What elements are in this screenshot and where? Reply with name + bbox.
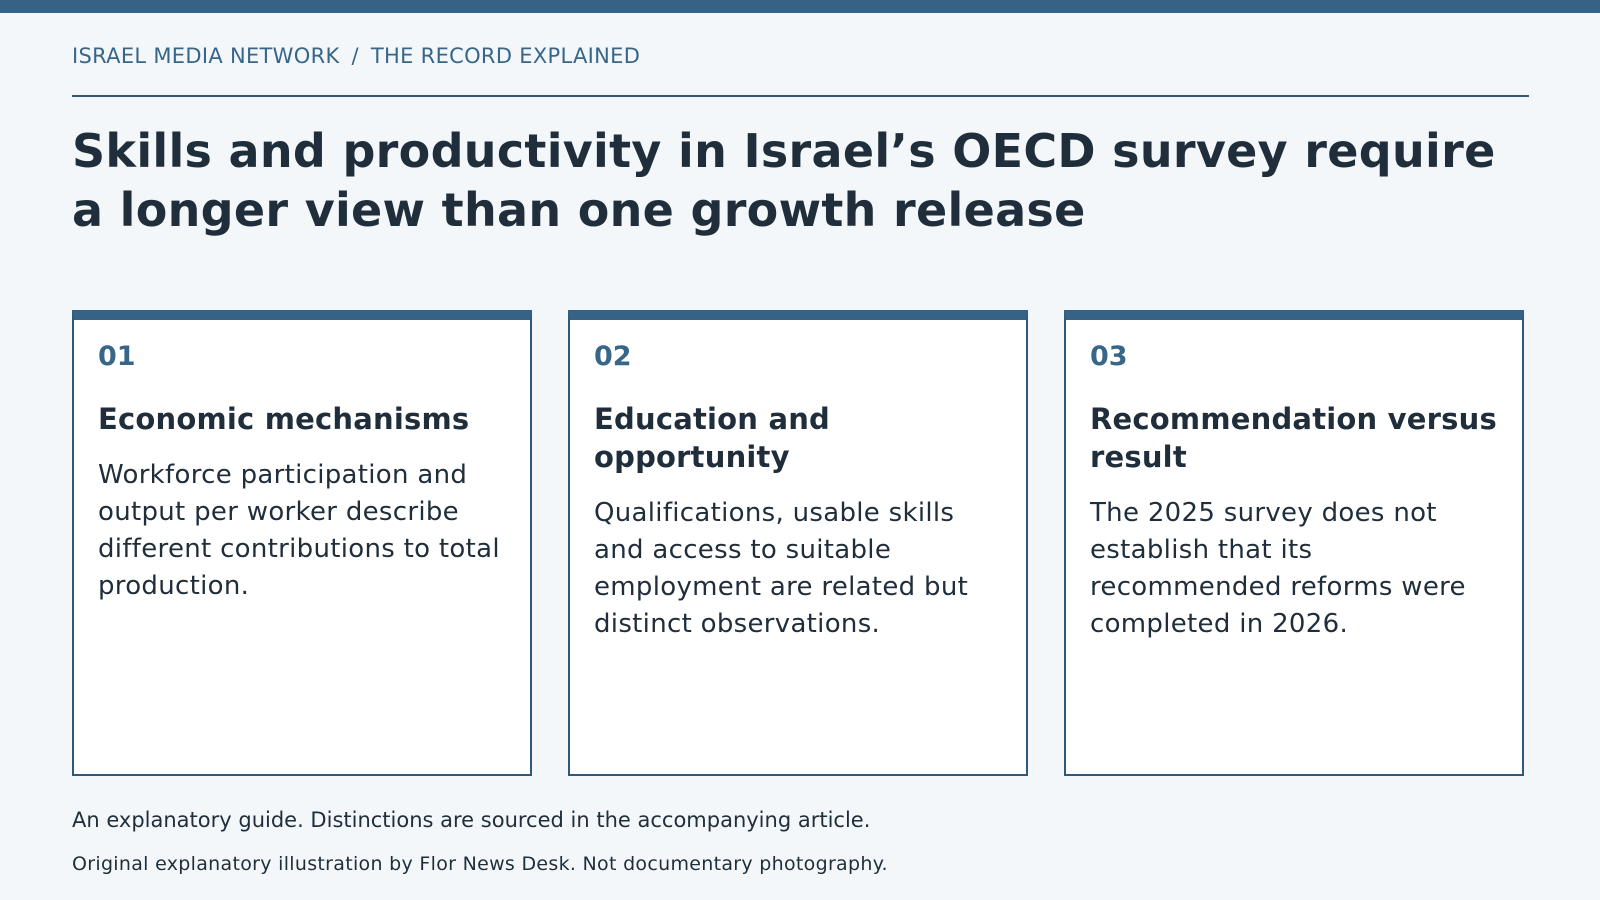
top-accent-bar <box>0 0 1600 13</box>
card-body: The 2025 survey does not establish that … <box>1090 498 1466 639</box>
card-title: Education and opportunity <box>594 402 831 474</box>
header-divider <box>72 95 1529 97</box>
card-number: 03 <box>1090 341 1128 372</box>
explainer-card-1: 01 Economic mechanisms Workforce partici… <box>72 310 532 776</box>
breadcrumb-separator: / <box>351 44 359 68</box>
card-body: Workforce participation and output per w… <box>98 460 500 601</box>
explainer-card-2: 02 Education and opportunity Qualificati… <box>568 310 1028 776</box>
card-number: 01 <box>98 341 136 372</box>
illustration-credit: Original explanatory illustration by Flo… <box>72 853 888 875</box>
card-title: Economic mechanisms <box>98 402 470 436</box>
explainer-card-3: 03 Recommendation versus result The 2025… <box>1064 310 1524 776</box>
page-title: Skills and productivity in Israel’s OECD… <box>72 124 1496 237</box>
card-number: 02 <box>594 341 632 372</box>
breadcrumb-section[interactable]: ISRAEL MEDIA NETWORK <box>72 44 340 68</box>
breadcrumb-subsection[interactable]: THE RECORD EXPLAINED <box>370 44 641 68</box>
footnote: An explanatory guide. Distinctions are s… <box>72 808 871 832</box>
card-title: Recommendation versus result <box>1090 402 1497 474</box>
breadcrumb: ISRAEL MEDIA NETWORK / THE RECORD EXPLAINE… <box>72 44 640 68</box>
card-body: Qualifications, usable skills and access… <box>594 498 969 639</box>
